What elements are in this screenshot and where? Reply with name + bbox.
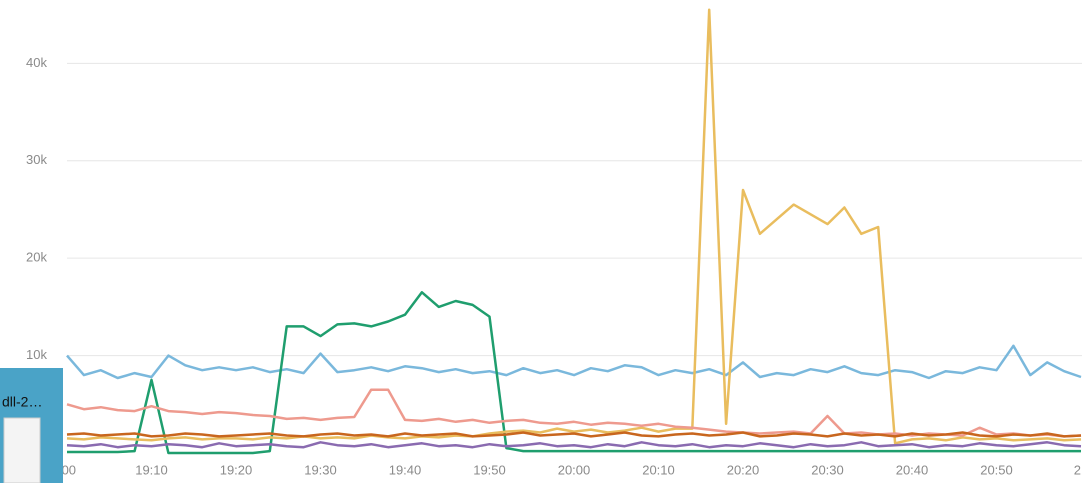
thumbnail: dll-2… <box>0 368 63 483</box>
series-line <box>66 441 1082 449</box>
series-line <box>66 388 1082 438</box>
thumbnail-preview <box>3 417 41 483</box>
series-line <box>67 291 1081 455</box>
x-tick-label: 19:20 <box>220 462 253 477</box>
y-tick-label: 10k <box>26 347 47 362</box>
y-tick-label: 40k <box>26 55 47 70</box>
y-tick-label: 30k <box>26 152 47 167</box>
x-tick-label: 19:30 <box>304 462 337 477</box>
x-tick-label: 20:20 <box>727 462 760 477</box>
x-tick-label: 19:40 <box>389 462 422 477</box>
x-tick-label: 20:00 <box>558 462 591 477</box>
y-tick-label: 20k <box>26 250 47 265</box>
x-tick-label: 20:30 <box>811 462 844 477</box>
x-tick-label: 20:10 <box>642 462 675 477</box>
x-tick-label: 20:40 <box>896 462 929 477</box>
x-tick-label: 20:50 <box>980 462 1013 477</box>
series-line <box>66 431 1082 438</box>
x-tick-label: 19:50 <box>473 462 506 477</box>
x-tick-label: 21 <box>1074 462 1082 477</box>
x-tick-label: 19:10 <box>135 462 168 477</box>
thumbnail-label: dll-2… <box>2 394 42 410</box>
series-line <box>66 344 1082 380</box>
series-line <box>66 8 1082 445</box>
